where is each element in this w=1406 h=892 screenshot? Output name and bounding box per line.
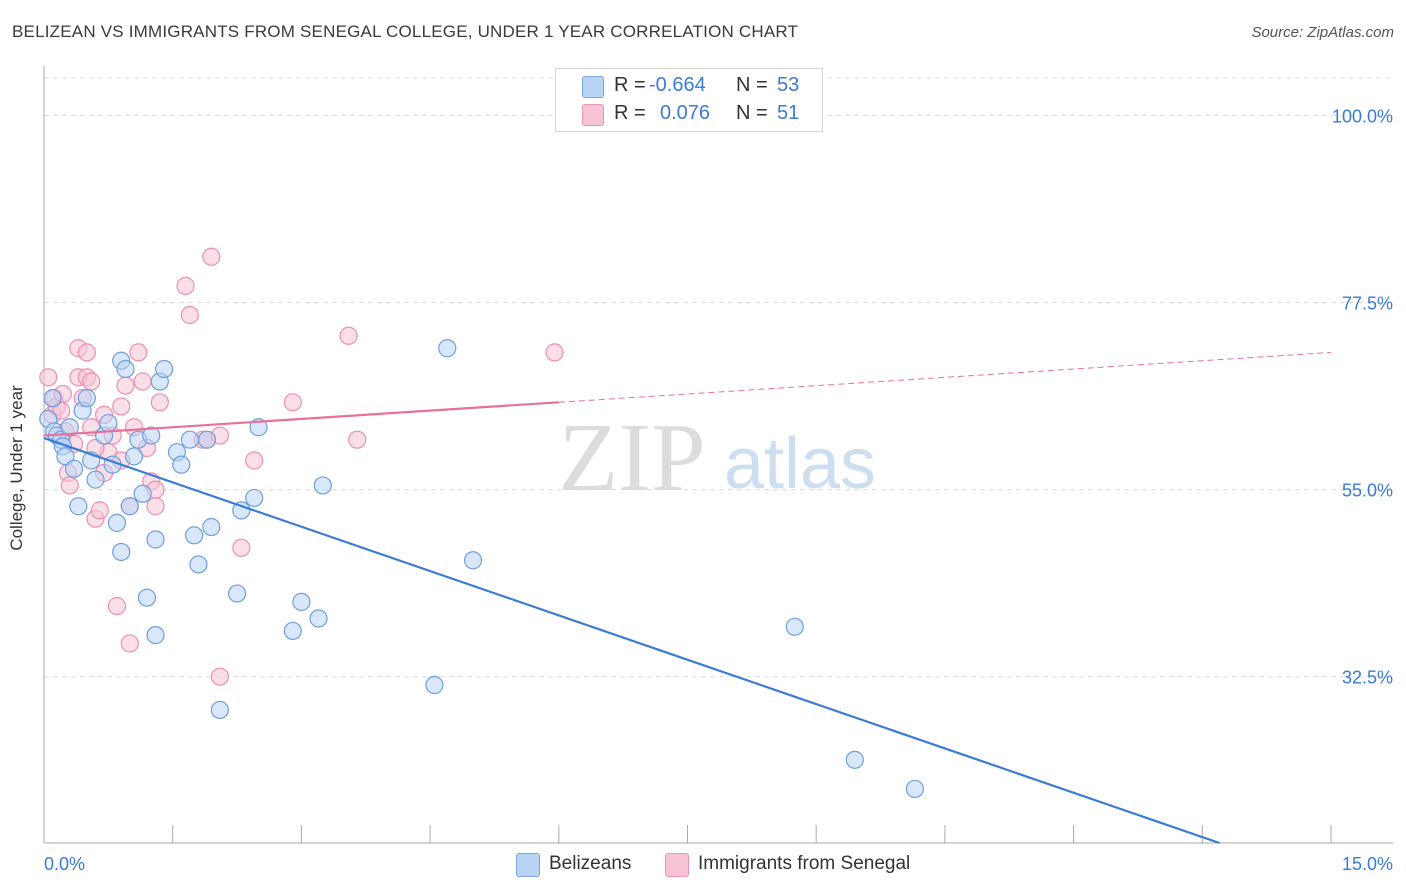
- belizean-point: [463, 551, 483, 570]
- bottom-legend-swatch-pink: [665, 853, 689, 877]
- belizean-point: [189, 555, 208, 574]
- legend-swatch-pink: [582, 104, 604, 126]
- senegal-point: [60, 476, 79, 495]
- belizean-point: [309, 609, 328, 628]
- belizean-point: [77, 389, 97, 408]
- legend-n-value: 51: [777, 102, 800, 124]
- senegal-point: [176, 276, 195, 295]
- belizean-point: [180, 430, 199, 449]
- senegal-point: [210, 667, 229, 686]
- senegal-point: [202, 247, 221, 266]
- y-tick-label: 77.5%: [1342, 294, 1393, 314]
- legend-n-value: 53: [777, 74, 800, 96]
- y-axis-label: College, Under 1 year: [7, 385, 26, 551]
- grid-lines: [44, 77, 1393, 678]
- belizean-point: [438, 339, 457, 358]
- senegal-point: [129, 343, 148, 362]
- legend-r-value: -0.664: [649, 74, 706, 96]
- belizean-point: [99, 413, 118, 433]
- y-tick-label: 55.0%: [1342, 481, 1393, 501]
- senegal-point: [545, 343, 564, 362]
- belizean-point: [905, 779, 924, 799]
- belizean-point: [137, 588, 157, 607]
- belizean-point: [283, 621, 302, 641]
- senegal-point: [112, 397, 131, 416]
- belizean-point: [120, 497, 139, 516]
- senegal-point: [90, 501, 109, 520]
- belizean-point: [112, 542, 131, 562]
- belizean-point: [56, 447, 75, 466]
- belizean-point: [116, 359, 135, 379]
- belizean-point: [172, 455, 191, 474]
- belizean-point: [155, 359, 174, 379]
- senegal-point: [77, 343, 97, 362]
- belizean-point: [64, 459, 84, 478]
- senegal-point: [232, 538, 251, 557]
- belizean-point: [425, 675, 444, 695]
- watermark: ZIP atlas: [559, 404, 877, 512]
- chart-title: BELIZEAN VS IMMIGRANTS FROM SENEGAL COLL…: [12, 22, 799, 41]
- senegal-point: [150, 393, 169, 412]
- belizean-point: [86, 470, 105, 489]
- bottom-legend-label: Immigrants from Senegal: [698, 853, 911, 874]
- watermark-atlas: atlas: [724, 424, 876, 504]
- belizean-point: [146, 530, 165, 549]
- senegal-point: [348, 430, 367, 449]
- belizean-point: [227, 584, 247, 603]
- senegal-point: [180, 305, 199, 325]
- belizean-point: [185, 526, 204, 545]
- x-tick-label-min: 0.0%: [44, 854, 85, 874]
- bottom-legend-swatch-blue: [516, 853, 540, 877]
- legend-r-value: 0.076: [660, 102, 711, 124]
- legend-n-label: N =: [736, 74, 768, 96]
- watermark-zip: ZIP: [559, 404, 706, 512]
- belizean-point: [845, 750, 864, 769]
- legend-r-label: R =: [614, 102, 646, 124]
- belizean-point: [69, 497, 88, 516]
- legend-n-label: N =: [736, 102, 768, 124]
- source-label: Source: ZipAtlas.com: [1251, 24, 1394, 41]
- x-tick-label-max: 15.0%: [1342, 854, 1393, 874]
- belizean-point: [60, 418, 79, 437]
- belizean-point: [43, 389, 62, 408]
- legend-r-label: R =: [614, 74, 646, 96]
- belizean-point: [210, 700, 229, 720]
- belizean-point: [292, 592, 311, 611]
- belizean-point: [197, 430, 217, 449]
- senegal-point: [283, 393, 302, 412]
- legend-swatch-blue: [582, 76, 604, 98]
- senegal-trend-extension: [558, 351, 1332, 403]
- senegal-point: [146, 497, 165, 516]
- belizean-trend-line: [43, 437, 1220, 845]
- belizean-point: [313, 476, 332, 495]
- belizean-point: [124, 447, 144, 466]
- senegal-point: [339, 326, 358, 345]
- y-tick-label: 100.0%: [1332, 106, 1393, 126]
- belizean-point: [785, 617, 804, 636]
- senegal-point: [82, 372, 101, 391]
- senegal-point: [120, 634, 139, 653]
- senegal-point: [245, 451, 264, 470]
- senegal-point: [39, 368, 58, 387]
- y-tick-label: 32.5%: [1342, 668, 1393, 688]
- belizean-point: [133, 484, 152, 503]
- belizean-point: [202, 517, 221, 537]
- senegal-point: [116, 376, 135, 395]
- axis-ticks: 100.0% 77.5% 55.0% 32.5% 0.0% 15.0%: [44, 106, 1393, 874]
- belizean-point: [146, 626, 165, 645]
- belizean-point: [245, 488, 264, 508]
- bottom-legend-label: Belizeans: [549, 853, 632, 874]
- axes: [43, 66, 1393, 844]
- belizean-points: [39, 339, 924, 799]
- belizean-point: [232, 501, 251, 520]
- trend-lines: [43, 351, 1332, 845]
- senegal-point: [107, 596, 127, 616]
- belizean-point: [142, 426, 161, 445]
- stats-legend: R = -0.664 N = 53 R = 0.076 N = 51: [555, 68, 823, 132]
- senegal-trend-line: [43, 401, 559, 437]
- belizean-point: [107, 513, 127, 532]
- senegal-point: [133, 372, 152, 391]
